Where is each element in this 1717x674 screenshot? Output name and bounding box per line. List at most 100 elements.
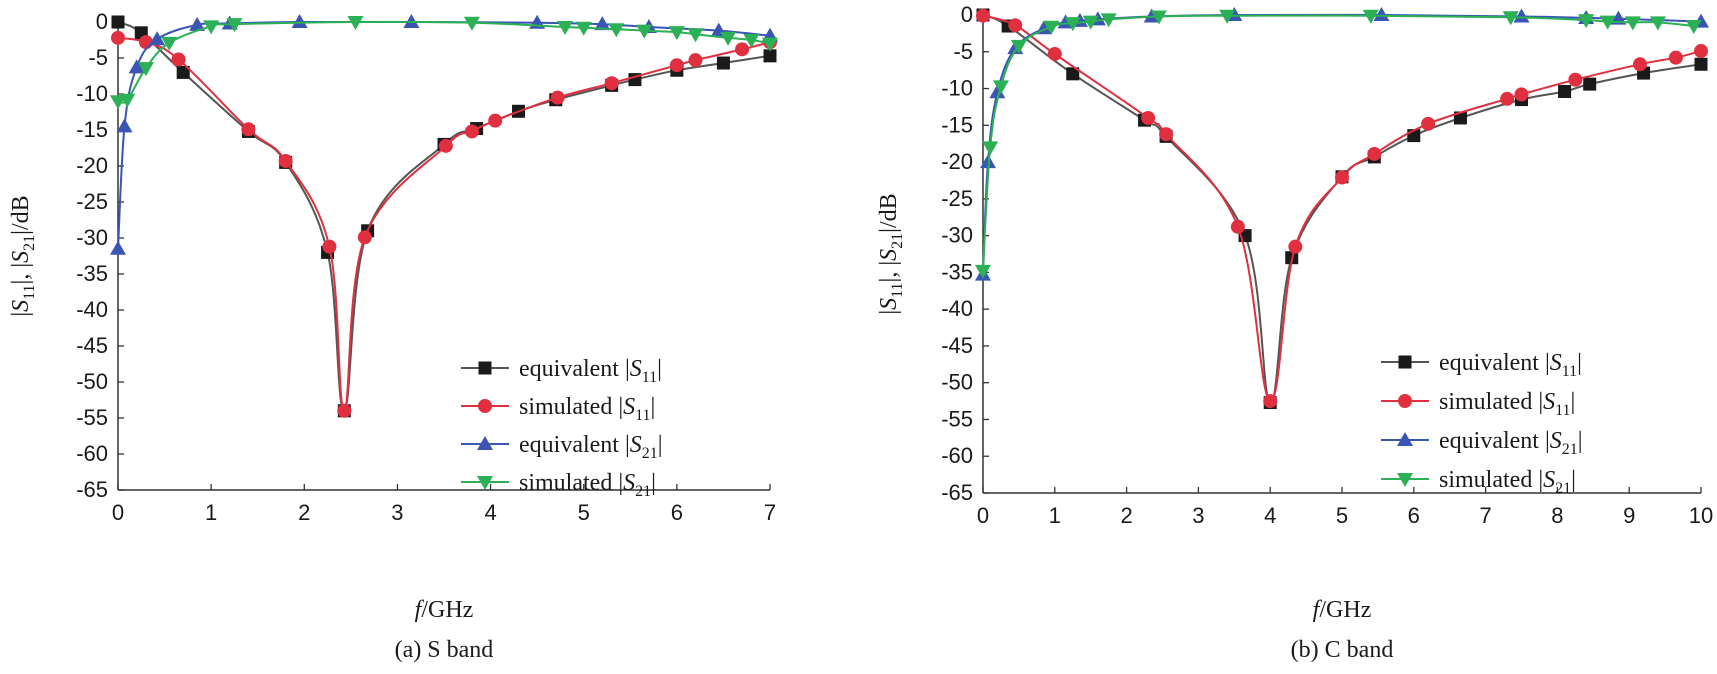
x-ticks: 0 1 2 3 4 5 6 7 8 9 10 — [977, 487, 1713, 528]
series-line — [117, 20, 771, 249]
data-point — [110, 240, 126, 255]
data-point — [111, 15, 125, 29]
data-point — [989, 84, 1006, 99]
legend-marker — [1397, 473, 1413, 487]
legend-label-sub: 11 — [1562, 363, 1577, 380]
legend-label-sym: S — [623, 394, 635, 420]
legend-label-sym: S — [1550, 350, 1562, 376]
data-point — [464, 124, 479, 139]
y-axis-label-part: |/dB — [8, 195, 34, 234]
data-point — [1685, 20, 1702, 35]
data-point — [1082, 15, 1099, 30]
y-tick-label: -45 — [76, 333, 108, 358]
data-point — [976, 8, 990, 23]
y-ticks: 0 -5 -10 -15 -20 -25 -30 -35 -40 -45 -50 -55 -60 -65 — [941, 2, 989, 505]
data-point — [1141, 110, 1156, 125]
y-tick-label: -50 — [941, 370, 973, 395]
data-point — [1373, 7, 1390, 21]
data-point — [1513, 8, 1530, 23]
legend-label-sym: S — [623, 470, 635, 496]
legend-item: equivalent |S21| — [1381, 428, 1583, 458]
y-axis-label-part: 11 — [889, 282, 906, 297]
data-point — [241, 122, 256, 137]
series-line — [982, 13, 1702, 275]
x-tick-label: 4 — [1264, 503, 1276, 528]
data-point — [189, 16, 206, 31]
legend-marker — [478, 361, 492, 375]
legend-marker — [478, 399, 492, 413]
data-point — [604, 76, 619, 91]
series-3 — [110, 16, 778, 110]
legend-marker — [1398, 394, 1412, 408]
data-point — [1230, 219, 1245, 234]
data-point — [669, 58, 684, 73]
data-point — [716, 56, 730, 70]
panel-caption: (b) C band — [1291, 637, 1394, 663]
y-tick-label: -20 — [76, 153, 108, 178]
legend-label-pre: simulated | — [519, 394, 623, 420]
legend-label-sym: S — [630, 356, 642, 382]
series-line — [117, 21, 771, 412]
data-point — [1500, 91, 1515, 106]
data-point — [1047, 46, 1062, 61]
legend-label-pre: equivalent | — [1439, 350, 1550, 376]
x-tick-label: 7 — [764, 500, 776, 525]
data-point — [980, 154, 997, 169]
data-point — [322, 239, 337, 254]
legend: equivalent |S11|simulated |S11|equivalen… — [461, 356, 663, 500]
legend-label-sub: 11 — [635, 407, 650, 424]
data-point — [575, 21, 592, 36]
legend-item: equivalent |S11| — [461, 356, 662, 386]
data-point — [463, 16, 480, 31]
data-point — [594, 16, 611, 31]
y-tick-label: -65 — [76, 477, 108, 502]
data-point — [1263, 394, 1278, 409]
data-point — [116, 118, 133, 133]
data-point — [171, 52, 186, 67]
data-point — [149, 31, 166, 46]
y-axis-label-part: 11 — [21, 284, 38, 299]
series-0 — [976, 8, 1708, 410]
y-tick-label: -30 — [76, 225, 108, 250]
axes — [117, 16, 770, 491]
legend-label-post: | — [657, 356, 662, 382]
data-point — [557, 21, 574, 36]
y-tick-label: -35 — [76, 261, 108, 286]
data-point — [1010, 39, 1027, 54]
data-point — [138, 35, 153, 50]
legend-item: simulated |S11| — [461, 394, 655, 424]
y-axis-label-group: |S11|, |S21|/dB — [8, 195, 38, 316]
legend-label-sym: S — [1543, 467, 1555, 493]
series-1 — [976, 8, 1708, 409]
x-tick-label: 1 — [205, 500, 217, 525]
data-point — [763, 49, 777, 63]
legend-item: simulated |S21| — [1381, 467, 1576, 497]
data-point — [278, 153, 293, 168]
y-tick-label: -40 — [941, 296, 973, 321]
y-tick-label: -15 — [76, 117, 108, 142]
legend-marker — [1398, 355, 1412, 369]
x-tick-label: 1 — [1049, 503, 1061, 528]
legend-label-sym: S — [1550, 428, 1562, 454]
data-point — [992, 80, 1009, 95]
legend-label-sub: 21 — [635, 483, 651, 500]
legend-label-pre: equivalent | — [1439, 428, 1550, 454]
y-axis-label-part: S — [8, 251, 34, 263]
data-point — [1367, 146, 1382, 161]
series-line — [982, 14, 1694, 271]
y-tick-label: -50 — [76, 369, 108, 394]
x-tick-label: 4 — [484, 500, 496, 525]
data-point — [1632, 57, 1647, 72]
y-axis-label-part: | — [876, 310, 902, 315]
legend-item: equivalent |S11| — [1381, 350, 1582, 380]
y-axis-label-part: 21 — [21, 235, 38, 251]
data-point — [161, 36, 178, 51]
data-point — [176, 65, 190, 79]
legend-label: simulated |S11| — [1439, 389, 1575, 419]
y-axis-label-part: S — [876, 249, 902, 261]
legend-item: simulated |S21| — [461, 470, 656, 500]
y-axis-label: |S11|, |S21|/dB — [8, 195, 38, 316]
y-tick-label: 0 — [961, 2, 973, 27]
legend-label-post: | — [1571, 389, 1576, 415]
chart-panel-s-band: 0-5-10-15-20-25-30-35-40-45-50-55-60-650… — [8, 9, 778, 663]
